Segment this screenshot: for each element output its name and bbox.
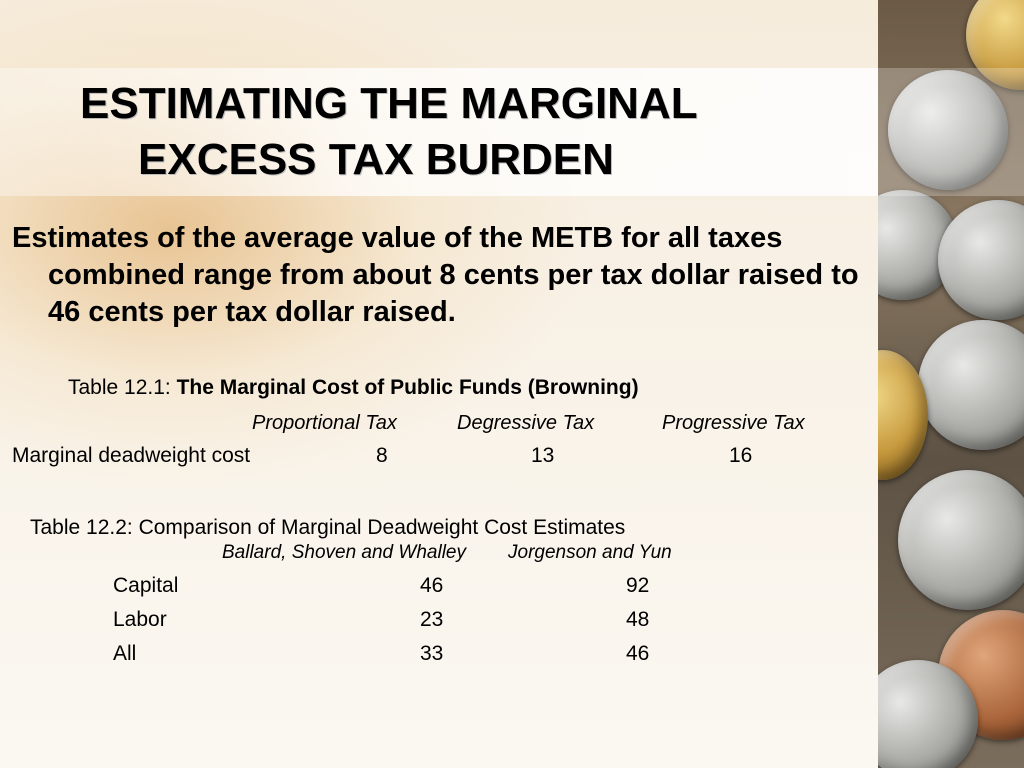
table1-caption: Table 12.1: The Marginal Cost of Public … bbox=[68, 376, 639, 400]
table2-col-bsw: Ballard, Shoven and Whalley bbox=[222, 542, 466, 563]
table1-value-degressive: 13 bbox=[531, 444, 555, 467]
table1-caption-prefix: Table 12.1: bbox=[68, 376, 177, 399]
table2-value-capital-jy: 92 bbox=[626, 574, 650, 597]
table2-col-jy: Jorgenson and Yun bbox=[508, 542, 672, 563]
table1-col-proportional: Proportional Tax bbox=[252, 412, 397, 434]
table1-value-proportional: 8 bbox=[376, 444, 388, 467]
slide-title-line-1: ESTIMATING THE MARGINAL bbox=[80, 79, 698, 128]
table1-col-degressive: Degressive Tax bbox=[457, 412, 595, 434]
table1-caption-title: The Marginal Cost of Public Funds (Brown… bbox=[176, 376, 639, 399]
table2-row-label-all: All bbox=[113, 642, 137, 665]
slide-title: ESTIMATING THE MARGINAL EXCESS TAX BURDE… bbox=[80, 76, 840, 188]
coin-title-band bbox=[878, 68, 1024, 196]
table2-row-label-capital: Capital bbox=[113, 574, 179, 597]
table2-value-capital-bsw: 46 bbox=[420, 574, 444, 597]
table2-value-all-jy: 46 bbox=[626, 642, 650, 665]
coins-photo-icon bbox=[878, 0, 1024, 768]
table1-value-progressive: 16 bbox=[729, 444, 753, 467]
slide-title-line-2: EXCESS TAX BURDEN bbox=[138, 135, 614, 184]
table1-row-label: Marginal deadweight cost bbox=[12, 444, 251, 467]
table2-value-labor-bsw: 23 bbox=[420, 608, 444, 631]
table2-row-label-labor: Labor bbox=[113, 608, 167, 631]
body-paragraph: Estimates of the average value of the ME… bbox=[12, 222, 859, 328]
title-band bbox=[0, 68, 878, 196]
table2-value-all-bsw: 33 bbox=[420, 642, 444, 665]
table2-caption: Table 12.2: Comparison of Marginal Deadw… bbox=[30, 516, 626, 539]
table2-value-labor-jy: 48 bbox=[626, 608, 650, 631]
table1-col-progressive: Progressive Tax bbox=[662, 412, 805, 434]
